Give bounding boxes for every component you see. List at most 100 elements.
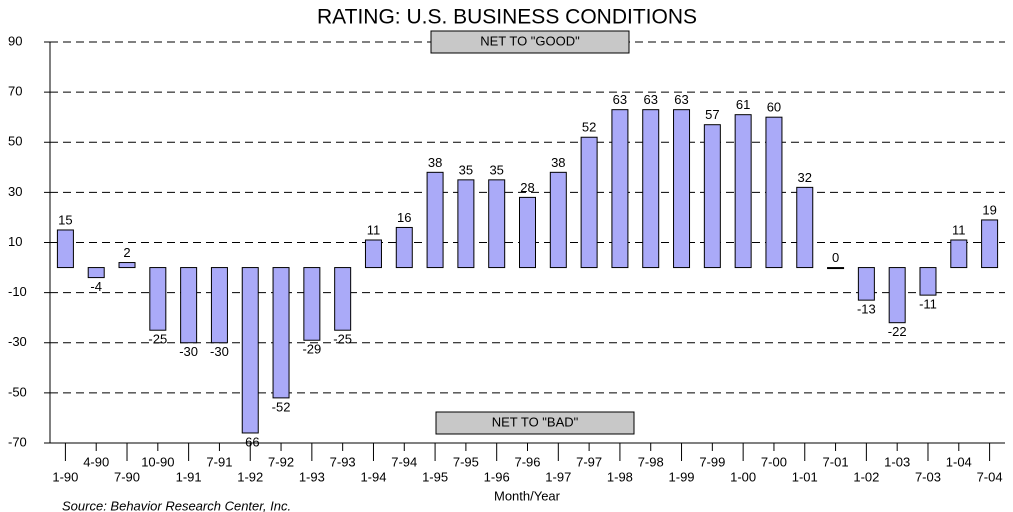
bar bbox=[426, 171, 444, 269]
bar bbox=[888, 267, 906, 324]
x-tick-label: 1-99 bbox=[669, 469, 695, 484]
y-tick-label: -30 bbox=[8, 334, 27, 349]
x-tick-label: 4-90 bbox=[83, 454, 109, 469]
x-tick-label: 1-96 bbox=[484, 469, 510, 484]
x-tick-label: 7-04 bbox=[977, 469, 1003, 484]
x-tick-label: 1-93 bbox=[299, 469, 325, 484]
data-label: 57 bbox=[705, 107, 719, 122]
x-tick-label: 1-97 bbox=[545, 469, 571, 484]
x-tick-label: 1-00 bbox=[730, 469, 756, 484]
bar bbox=[87, 267, 105, 279]
bar bbox=[796, 186, 814, 269]
bar bbox=[334, 267, 352, 331]
x-axis-label: Month/Year bbox=[494, 488, 561, 503]
annotation-box bbox=[430, 30, 630, 54]
bar bbox=[210, 267, 228, 344]
data-label: 52 bbox=[582, 120, 596, 135]
bar bbox=[519, 196, 536, 269]
data-label: 11 bbox=[952, 222, 966, 237]
bar bbox=[56, 229, 74, 269]
data-label: 15 bbox=[58, 212, 72, 227]
x-tick-label: 1-03 bbox=[884, 454, 910, 469]
y-tick-label: 10 bbox=[8, 234, 22, 249]
bar bbox=[549, 171, 567, 269]
bar bbox=[149, 267, 167, 331]
x-tick-label: 10-90 bbox=[141, 454, 174, 469]
bar bbox=[981, 219, 999, 269]
x-tick-label: 1-01 bbox=[792, 469, 818, 484]
bar bbox=[580, 136, 598, 269]
data-label: 63 bbox=[643, 92, 657, 107]
bar bbox=[919, 267, 937, 296]
data-label: 16 bbox=[397, 210, 411, 225]
x-tick-label: 7-95 bbox=[453, 454, 479, 469]
bar bbox=[611, 109, 629, 269]
y-tick-label: 90 bbox=[8, 33, 22, 48]
bar bbox=[488, 179, 506, 269]
bar bbox=[395, 226, 413, 269]
bar bbox=[765, 116, 783, 269]
x-tick-label: 1-98 bbox=[607, 469, 633, 484]
y-tick-label: 30 bbox=[8, 184, 22, 199]
data-label: -13 bbox=[857, 302, 876, 317]
data-label: 32 bbox=[798, 170, 812, 185]
data-label: 60 bbox=[767, 100, 781, 115]
data-label: 63 bbox=[674, 92, 688, 107]
data-label: -22 bbox=[888, 324, 907, 339]
bar bbox=[734, 114, 752, 269]
x-tick-label: 1-95 bbox=[422, 469, 448, 484]
x-tick-label: 1-90 bbox=[52, 469, 78, 484]
data-label: 19 bbox=[982, 202, 996, 217]
source: Source: Behavior Research Center, Inc. bbox=[62, 498, 291, 512]
x-tick-label: 1-91 bbox=[176, 469, 202, 484]
x-tick-label: 1-02 bbox=[853, 469, 879, 484]
data-label: 0 bbox=[832, 250, 839, 265]
x-tick-label: 7-91 bbox=[206, 454, 232, 469]
x-tick-label: 7-96 bbox=[514, 454, 540, 469]
data-label: -52 bbox=[272, 399, 291, 414]
data-label: 38 bbox=[428, 155, 442, 170]
x-tick-label: 7-01 bbox=[823, 454, 849, 469]
data-label: 28 bbox=[520, 180, 534, 195]
bar bbox=[827, 267, 845, 270]
data-label: 11 bbox=[367, 222, 381, 237]
chart-title: RATING: U.S. BUSINESS CONDITIONS bbox=[317, 6, 697, 29]
bar bbox=[857, 267, 875, 301]
x-tick-label: 7-00 bbox=[761, 454, 787, 469]
x-tick-label: 7-90 bbox=[114, 469, 140, 484]
bar bbox=[950, 239, 968, 269]
data-label: -11 bbox=[919, 297, 937, 312]
data-label: -25 bbox=[148, 332, 167, 347]
y-tick-label: 70 bbox=[8, 84, 22, 99]
bar bbox=[642, 109, 660, 269]
y-tick-label: -70 bbox=[8, 434, 27, 449]
x-tick-label: 1-04 bbox=[946, 454, 972, 469]
bar bbox=[457, 179, 475, 269]
data-label: -25 bbox=[333, 332, 352, 347]
data-label: 2 bbox=[123, 245, 130, 260]
annotation: NET TO "BAD" bbox=[492, 414, 579, 429]
data-label: -30 bbox=[179, 344, 198, 359]
data-label: -30 bbox=[210, 344, 229, 359]
x-tick-label: 7-94 bbox=[391, 454, 417, 469]
x-tick-label: 1-94 bbox=[360, 469, 386, 484]
x-tick-label: 7-92 bbox=[268, 454, 294, 469]
x-tick-label: 7-98 bbox=[638, 454, 664, 469]
bar bbox=[272, 267, 290, 399]
annotation: NET TO "GOOD" bbox=[480, 33, 580, 48]
data-label: 38 bbox=[551, 155, 565, 170]
bar bbox=[303, 267, 321, 341]
y-tick-label: 50 bbox=[8, 134, 22, 149]
data-label: -4 bbox=[90, 279, 102, 294]
bar bbox=[118, 262, 136, 269]
x-tick-label: 1-92 bbox=[237, 469, 263, 484]
bar bbox=[241, 267, 259, 434]
x-tick-label: 7-03 bbox=[915, 469, 941, 484]
data-label: -66 bbox=[241, 434, 260, 449]
x-tick-label: 7-99 bbox=[699, 454, 725, 469]
data-label: 35 bbox=[489, 162, 503, 177]
bar bbox=[180, 267, 198, 344]
annotation-box bbox=[435, 411, 635, 435]
bar bbox=[703, 124, 721, 269]
